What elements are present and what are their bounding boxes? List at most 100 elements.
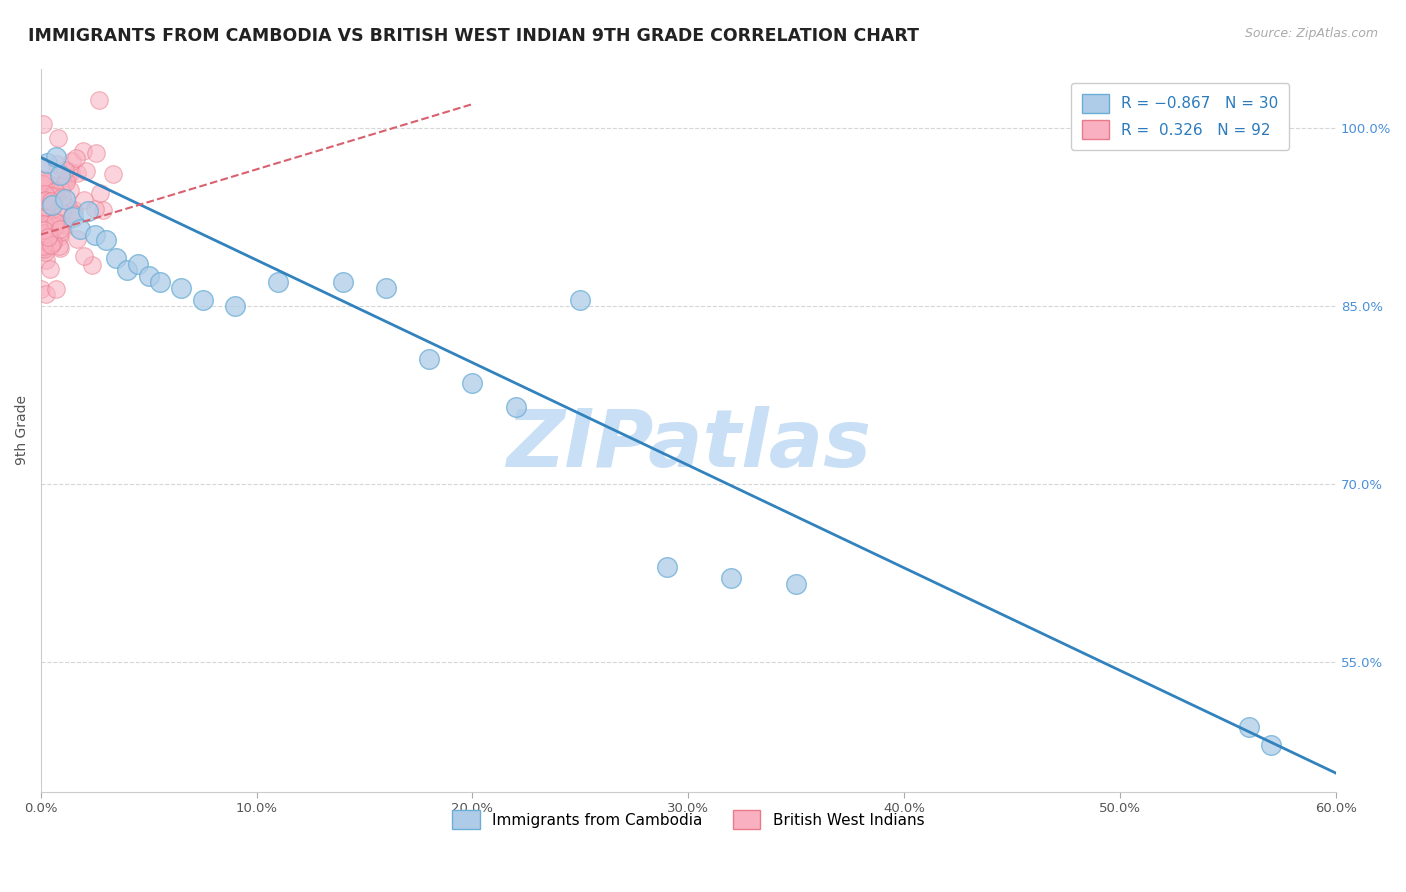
Point bbox=[32, 217, 55, 231]
Point bbox=[73, 250, 96, 264]
Point bbox=[32, 194, 55, 208]
Point bbox=[41, 189, 63, 203]
Point bbox=[35, 221, 58, 235]
Point bbox=[41, 199, 63, 213]
Point bbox=[77, 203, 100, 218]
Point bbox=[62, 154, 84, 169]
Point bbox=[55, 171, 77, 186]
Point bbox=[38, 228, 60, 243]
Point bbox=[41, 198, 63, 212]
Point bbox=[39, 238, 62, 252]
Point bbox=[505, 400, 527, 414]
Point bbox=[45, 151, 67, 165]
Point bbox=[37, 177, 59, 191]
Point bbox=[72, 144, 94, 158]
Point bbox=[31, 241, 53, 255]
Point bbox=[59, 183, 82, 197]
Point bbox=[105, 252, 128, 266]
Point bbox=[49, 241, 72, 255]
Point bbox=[31, 233, 53, 247]
Point bbox=[83, 227, 105, 242]
Point bbox=[34, 226, 56, 240]
Point bbox=[45, 157, 67, 171]
Point bbox=[37, 196, 59, 211]
Point bbox=[59, 165, 82, 179]
Point bbox=[66, 232, 89, 246]
Point bbox=[65, 151, 87, 165]
Point bbox=[35, 286, 58, 301]
Point bbox=[89, 186, 111, 200]
Point bbox=[191, 293, 214, 307]
Point bbox=[48, 239, 70, 253]
Point bbox=[34, 193, 56, 207]
Point bbox=[87, 93, 110, 107]
Point bbox=[37, 230, 59, 244]
Point bbox=[73, 194, 96, 208]
Point bbox=[31, 177, 53, 191]
Point bbox=[35, 252, 58, 267]
Text: IMMIGRANTS FROM CAMBODIA VS BRITISH WEST INDIAN 9TH GRADE CORRELATION CHART: IMMIGRANTS FROM CAMBODIA VS BRITISH WEST… bbox=[28, 27, 920, 45]
Point bbox=[63, 203, 86, 218]
Point bbox=[55, 162, 77, 177]
Point bbox=[170, 281, 193, 295]
Point bbox=[39, 231, 62, 245]
Point bbox=[418, 352, 440, 367]
Point bbox=[31, 227, 53, 241]
Point bbox=[785, 577, 807, 591]
Point bbox=[83, 202, 105, 216]
Point bbox=[32, 117, 55, 131]
Point bbox=[37, 191, 59, 205]
Point bbox=[38, 261, 60, 276]
Point bbox=[30, 179, 52, 194]
Point bbox=[49, 222, 72, 236]
Point bbox=[34, 178, 56, 193]
Point bbox=[52, 177, 75, 191]
Point bbox=[31, 233, 53, 247]
Point bbox=[51, 206, 73, 220]
Point bbox=[224, 299, 246, 313]
Point bbox=[46, 131, 69, 145]
Point bbox=[65, 166, 87, 180]
Point bbox=[103, 167, 125, 181]
Point bbox=[46, 215, 69, 229]
Point bbox=[51, 184, 73, 198]
Point bbox=[82, 258, 104, 272]
Point bbox=[31, 177, 53, 191]
Point bbox=[32, 223, 55, 237]
Point bbox=[69, 221, 91, 235]
Point bbox=[42, 214, 65, 228]
Point bbox=[44, 215, 66, 229]
Text: Source: ZipAtlas.com: Source: ZipAtlas.com bbox=[1244, 27, 1378, 40]
Point bbox=[37, 156, 59, 170]
Point bbox=[30, 235, 52, 250]
Point bbox=[62, 210, 84, 224]
Point bbox=[138, 268, 160, 283]
Point bbox=[1239, 720, 1261, 734]
Point bbox=[91, 203, 114, 218]
Point bbox=[30, 238, 52, 252]
Point bbox=[53, 192, 76, 206]
Point bbox=[42, 235, 65, 249]
Point bbox=[44, 219, 66, 234]
Point bbox=[37, 200, 59, 214]
Point bbox=[115, 263, 138, 277]
Y-axis label: 9th Grade: 9th Grade bbox=[15, 395, 30, 466]
Legend: Immigrants from Cambodia, British West Indians: Immigrants from Cambodia, British West I… bbox=[446, 804, 931, 835]
Point bbox=[34, 220, 56, 235]
Point bbox=[569, 293, 592, 307]
Point bbox=[55, 175, 77, 189]
Point bbox=[720, 572, 742, 586]
Point bbox=[49, 168, 72, 182]
Point bbox=[34, 242, 56, 256]
Point bbox=[30, 283, 52, 297]
Point bbox=[461, 376, 484, 390]
Point bbox=[332, 275, 354, 289]
Point bbox=[49, 225, 72, 239]
Point bbox=[34, 244, 56, 259]
Point bbox=[35, 184, 58, 198]
Point bbox=[32, 202, 55, 216]
Point bbox=[34, 203, 56, 218]
Point bbox=[32, 239, 55, 253]
Point bbox=[49, 217, 72, 231]
Point bbox=[34, 187, 56, 202]
